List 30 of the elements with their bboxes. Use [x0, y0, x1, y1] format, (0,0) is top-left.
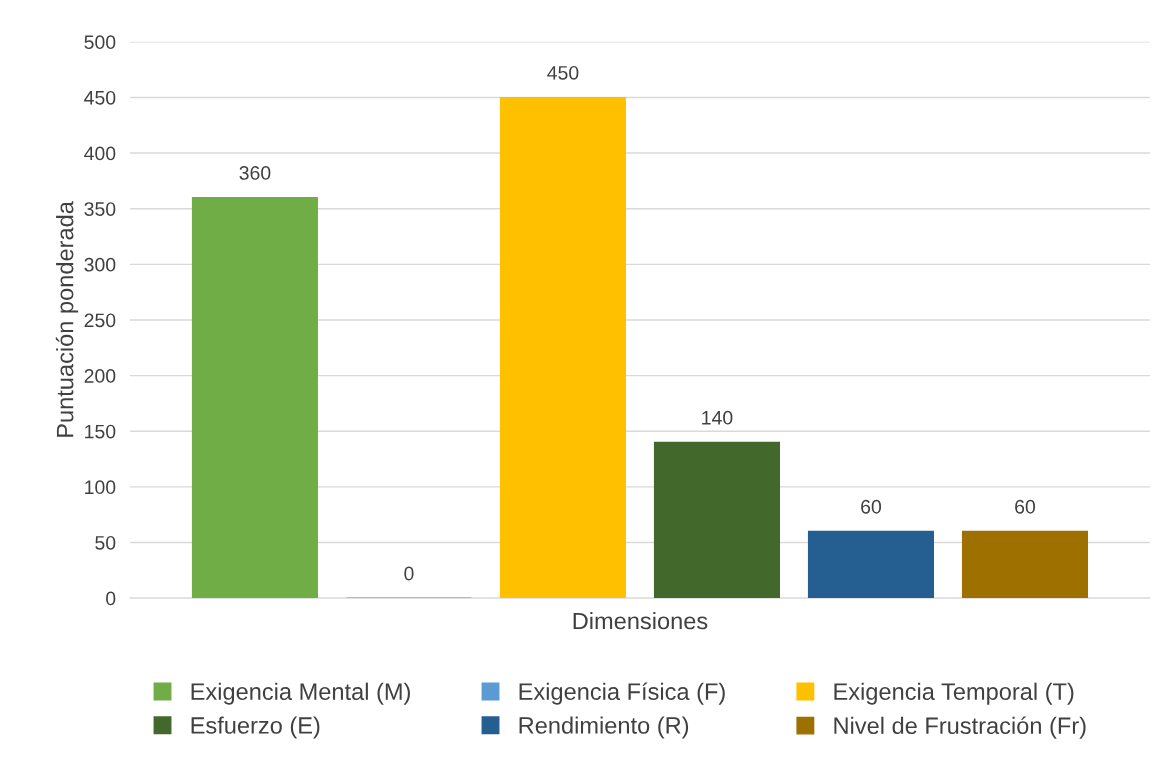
y-axis-title: Puntuación ponderada: [55, 201, 79, 437]
data-label: 450: [547, 65, 579, 80]
data-label: 360: [239, 166, 271, 180]
y-tick-label: 250: [84, 313, 116, 328]
legend-label: Rendimiento (R): [519, 716, 689, 739]
bar: [653, 441, 780, 599]
y-tick-label: 350: [84, 202, 116, 216]
bar: [807, 530, 934, 599]
data-label: 140: [702, 410, 733, 425]
y-tick-label: 0: [106, 591, 116, 606]
bar: [961, 530, 1089, 599]
data-label: 0: [404, 566, 414, 581]
legend-label: Exigencia Temporal (T): [834, 682, 1074, 705]
bar: [191, 197, 318, 599]
data-label: 60: [861, 499, 882, 514]
y-tick-label: 450: [84, 90, 116, 105]
y-tick-label: 50: [95, 535, 116, 550]
legend-label: Exigencia Física (F): [519, 682, 725, 705]
y-tick-label: 400: [84, 146, 116, 161]
y-tick-label: 200: [84, 369, 116, 383]
legend-label: Exigencia Mental (M): [191, 682, 410, 705]
y-tick-label: 300: [84, 257, 116, 272]
y-tick-label: 500: [84, 35, 116, 50]
legend-label: Nivel de Frustración (Fr): [834, 716, 1086, 739]
y-tick-label: 100: [85, 480, 116, 495]
y-tick-label: 150: [85, 424, 116, 439]
x-tick-label: Dimensiones: [573, 612, 708, 630]
bar: [499, 96, 626, 599]
legend-label: Esfuerzo (E): [191, 716, 320, 739]
data-label: 60: [1015, 499, 1036, 514]
